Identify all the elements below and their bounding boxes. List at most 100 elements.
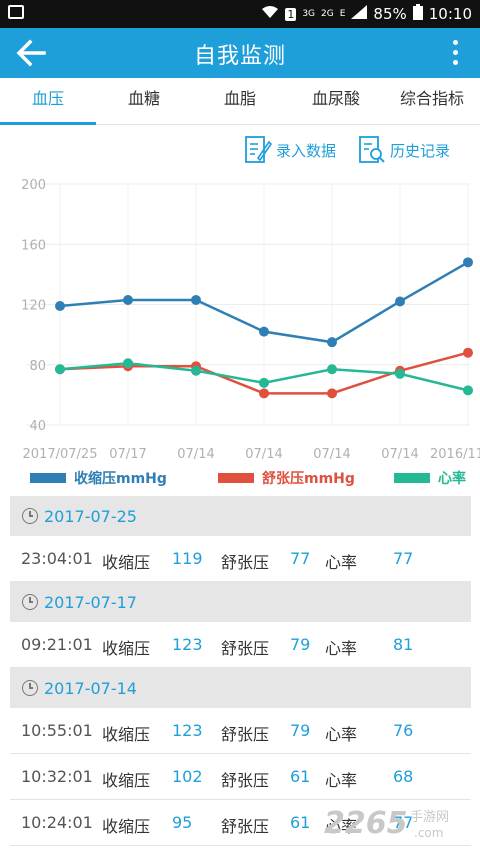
data-point [259, 326, 269, 337]
legend-heart-rate: 心率 [394, 468, 466, 488]
data-point [327, 337, 337, 348]
legend-swatch-heart-rate [394, 473, 430, 483]
watermark-suffix: 手游网 [410, 810, 449, 825]
record-row[interactable]: 23:04:01 收缩压 119 舒张压 77 心率 77 [10, 536, 471, 582]
app-bar: 自我监测 [0, 28, 480, 78]
data-point [395, 368, 405, 379]
data-point [55, 364, 65, 375]
legend-systolic: 收缩压mmHg [30, 468, 167, 488]
data-point [55, 301, 65, 312]
signal-icon [351, 5, 368, 23]
status-bar: 1 3G 2G E 85% 10:10 [0, 0, 480, 28]
diastolic-value: 61 [290, 813, 311, 832]
tab-blood-lipid[interactable]: 血脂 [223, 89, 256, 108]
systolic-value: 102 [172, 767, 203, 786]
back-arrow-icon[interactable] [14, 36, 50, 70]
date-label: 2017-07-25 [44, 506, 137, 526]
data-point [259, 377, 269, 388]
chart-legend: 收缩压mmHg 舒张压mmHg 心率 [0, 468, 480, 492]
tab-comprehensive[interactable]: 综合指标 [399, 89, 464, 108]
date-label: 2017-07-17 [44, 592, 137, 612]
systolic-value: 123 [172, 635, 203, 654]
enter-data-button[interactable]: 录入数据 [244, 134, 336, 166]
data-point [259, 388, 269, 399]
record-row[interactable]: 10:55:01 收缩压 123 舒张压 79 心率 76 [10, 708, 471, 754]
tab-blood-pressure[interactable]: 血压 [0, 78, 96, 125]
more-vertical-icon[interactable] [452, 40, 460, 68]
y-tick-label: 120 [21, 299, 46, 314]
heart-rate-label: 心率 [325, 725, 358, 744]
battery-percent: 85% [373, 5, 407, 23]
heart-rate-value: 77 [393, 549, 414, 568]
heart-rate-label: 心率 [325, 639, 358, 658]
record-row[interactable]: 10:32:01 收缩压 102 舒张压 61 心率 68 [10, 754, 471, 800]
clock-icon [22, 594, 38, 610]
heart-rate-label: 心率 [325, 771, 358, 790]
x-tick-label: 07/14 [381, 447, 418, 462]
watermark-brand: 2265 [324, 806, 408, 841]
data-point [327, 388, 337, 399]
date-header: 2017-07-25 [10, 496, 471, 536]
history-label: 历史记录 [389, 141, 450, 160]
y-tick-label: 160 [21, 238, 46, 253]
diastolic-label: 舒张压 [221, 725, 270, 744]
x-tick-label: 07/17 [109, 447, 146, 462]
data-point [327, 364, 337, 375]
diastolic-value: 77 [290, 549, 311, 568]
tab-uric-acid[interactable]: 血尿酸 [311, 89, 360, 108]
data-point [191, 294, 201, 305]
tab-blood-glucose[interactable]: 血糖 [127, 89, 160, 108]
status-indicators: 1 3G 2G E 85% 10:10 [261, 4, 472, 24]
data-point [123, 358, 133, 369]
network-e-label: E [339, 8, 346, 19]
history-button[interactable]: 历史记录 [358, 134, 450, 166]
sim-indicator: 1 [285, 7, 297, 21]
legend-diastolic: 舒张压mmHg [218, 468, 355, 488]
diastolic-value: 79 [290, 721, 311, 740]
site-watermark: 2265 手游网 .com [324, 806, 449, 841]
heart-rate-value: 76 [393, 721, 414, 740]
x-tick-label: 07/14 [313, 447, 350, 462]
systolic-label: 收缩压 [102, 771, 151, 790]
tab-bar: 血压 血糖 血脂 血尿酸 综合指标 [0, 78, 480, 125]
diastolic-label: 舒张压 [221, 817, 270, 836]
wifi-icon [261, 5, 279, 23]
systolic-label: 收缩压 [102, 725, 151, 744]
network-3g-label: 3G [302, 8, 316, 19]
diastolic-value: 79 [290, 635, 311, 654]
data-point [463, 257, 473, 268]
battery-icon [412, 4, 423, 24]
page-title: 自我监测 [193, 44, 286, 69]
legend-label-diastolic: 舒张压mmHg [262, 471, 355, 487]
action-bar: 录入数据 历史记录 [244, 134, 450, 166]
date-header: 2017-07-14 [10, 668, 471, 708]
data-point [123, 294, 133, 305]
legend-label-systolic: 收缩压mmHg [74, 471, 167, 487]
clock-icon [22, 508, 38, 524]
data-point [463, 347, 473, 358]
records-list: 2017-07-25 23:04:01 收缩压 119 舒张压 77 心率 77… [10, 496, 471, 846]
x-tick-label: 2017/07/25 [23, 447, 98, 462]
systolic-label: 收缩压 [102, 817, 151, 836]
heart-rate-value: 81 [393, 635, 414, 654]
record-time: 23:04:01 [21, 549, 93, 568]
heart-rate-label: 心率 [325, 817, 358, 836]
legend-swatch-diastolic [218, 473, 254, 483]
systolic-value: 119 [172, 549, 203, 568]
clock-icon [22, 680, 38, 696]
systolic-label: 收缩压 [102, 553, 151, 572]
record-time: 09:21:01 [21, 635, 93, 654]
legend-swatch-systolic [30, 473, 66, 483]
gallery-notification-icon [8, 5, 24, 19]
diastolic-label: 舒张压 [221, 771, 270, 790]
data-point [191, 365, 201, 376]
x-tick-label: 2016/11/ [430, 447, 480, 462]
systolic-value: 95 [172, 813, 193, 832]
watermark-domain: .com [414, 826, 443, 840]
record-row[interactable]: 09:21:01 收缩压 123 舒张压 79 心率 81 [10, 622, 471, 668]
record-row[interactable]: 10:24:01 收缩压 95 舒张压 61 心率 77 [10, 800, 471, 846]
systolic-value: 123 [172, 721, 203, 740]
heart-rate-value: 77 [393, 813, 414, 832]
blood-pressure-chart: 40 80 120 160 200 2017/07/25 07/17 07/14 07/14 07… [21, 178, 480, 462]
diastolic-label: 舒张压 [221, 553, 270, 572]
